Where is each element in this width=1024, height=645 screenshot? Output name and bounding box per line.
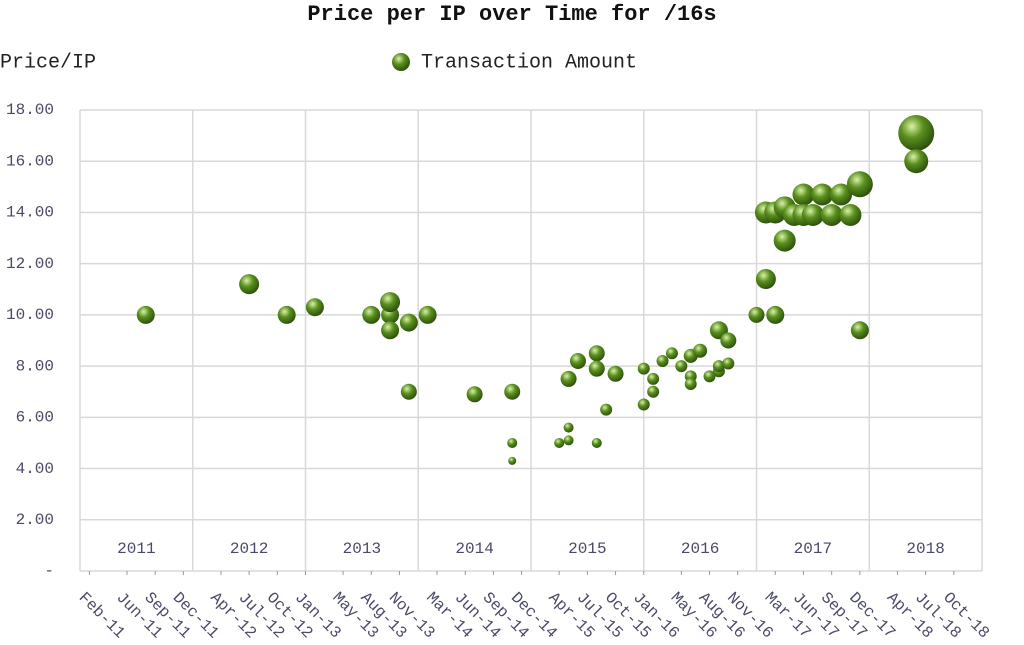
- year-band-label: 2015: [568, 540, 606, 558]
- bubble: [607, 365, 624, 382]
- bubble: [748, 306, 765, 323]
- bubble: [846, 171, 873, 198]
- y-axis-label: Price/IP: [0, 51, 96, 74]
- bubble: [554, 437, 565, 448]
- bubble: [305, 298, 324, 317]
- bubble: [418, 305, 437, 324]
- year-band-label: 2016: [681, 540, 719, 558]
- bubble: [722, 357, 735, 370]
- bubble: [380, 292, 401, 313]
- bubble: [563, 422, 574, 433]
- bubble: [569, 352, 586, 369]
- y-tick-label: 4.00: [16, 460, 54, 478]
- bubble: [839, 204, 862, 227]
- bubble: [563, 435, 574, 446]
- y-tick-label: 16.00: [6, 152, 54, 170]
- bubble: [675, 360, 688, 373]
- bubble: [466, 386, 483, 403]
- bubble: [504, 383, 521, 400]
- legend-marker: [392, 53, 410, 71]
- bubble: [801, 204, 824, 227]
- chart-title: Price per IP over Time for /16s: [307, 2, 716, 27]
- year-band-label: 2017: [794, 540, 832, 558]
- bubble: [399, 313, 418, 332]
- bubble: [693, 343, 708, 358]
- y-tick-label: 18.00: [6, 101, 54, 119]
- bubble: [703, 370, 716, 383]
- bubble: [720, 332, 737, 349]
- bubble: [773, 229, 796, 252]
- bubble: [560, 370, 577, 387]
- bubble: [239, 274, 260, 295]
- bubble: [811, 183, 834, 206]
- year-band-label: 2011: [117, 540, 155, 558]
- bubble: [820, 204, 843, 227]
- bubble: [637, 398, 650, 411]
- bubble: [898, 115, 935, 152]
- year-band-label: 2013: [343, 540, 381, 558]
- bubble: [591, 437, 602, 448]
- bubble: [904, 149, 929, 174]
- bubble: [362, 305, 381, 324]
- bubble: [507, 437, 518, 448]
- bubble: [637, 362, 650, 375]
- bubble: [647, 385, 660, 398]
- y-tick-label: 14.00: [6, 204, 54, 222]
- bubble: [277, 305, 296, 324]
- year-band-label: 2014: [455, 540, 493, 558]
- legend-label: Transaction Amount: [421, 51, 637, 74]
- bubble: [381, 321, 400, 340]
- bubble: [647, 372, 660, 385]
- y-tick-label: 8.00: [16, 357, 54, 375]
- year-band-label: 2012: [230, 540, 268, 558]
- bubble: [684, 378, 697, 391]
- bubble: [766, 305, 785, 324]
- y-tick-label: -: [44, 562, 54, 580]
- bubble: [656, 354, 669, 367]
- y-tick-label: 2.00: [16, 511, 54, 529]
- bubble: [830, 183, 853, 206]
- bubble: [850, 321, 869, 340]
- y-tick-label: 6.00: [16, 409, 54, 427]
- year-band-label: 2018: [906, 540, 944, 558]
- bubble: [588, 345, 605, 362]
- bubble: [136, 305, 155, 324]
- bubble: [712, 360, 725, 373]
- bubble: [755, 269, 776, 290]
- bubble: [792, 183, 815, 206]
- bubble: [508, 456, 517, 465]
- bubble: [665, 347, 678, 360]
- bubble: [400, 383, 417, 400]
- y-tick-label: 12.00: [6, 255, 54, 273]
- bubble: [588, 360, 605, 377]
- y-tick-label: 10.00: [6, 306, 54, 324]
- bubble: [600, 403, 613, 416]
